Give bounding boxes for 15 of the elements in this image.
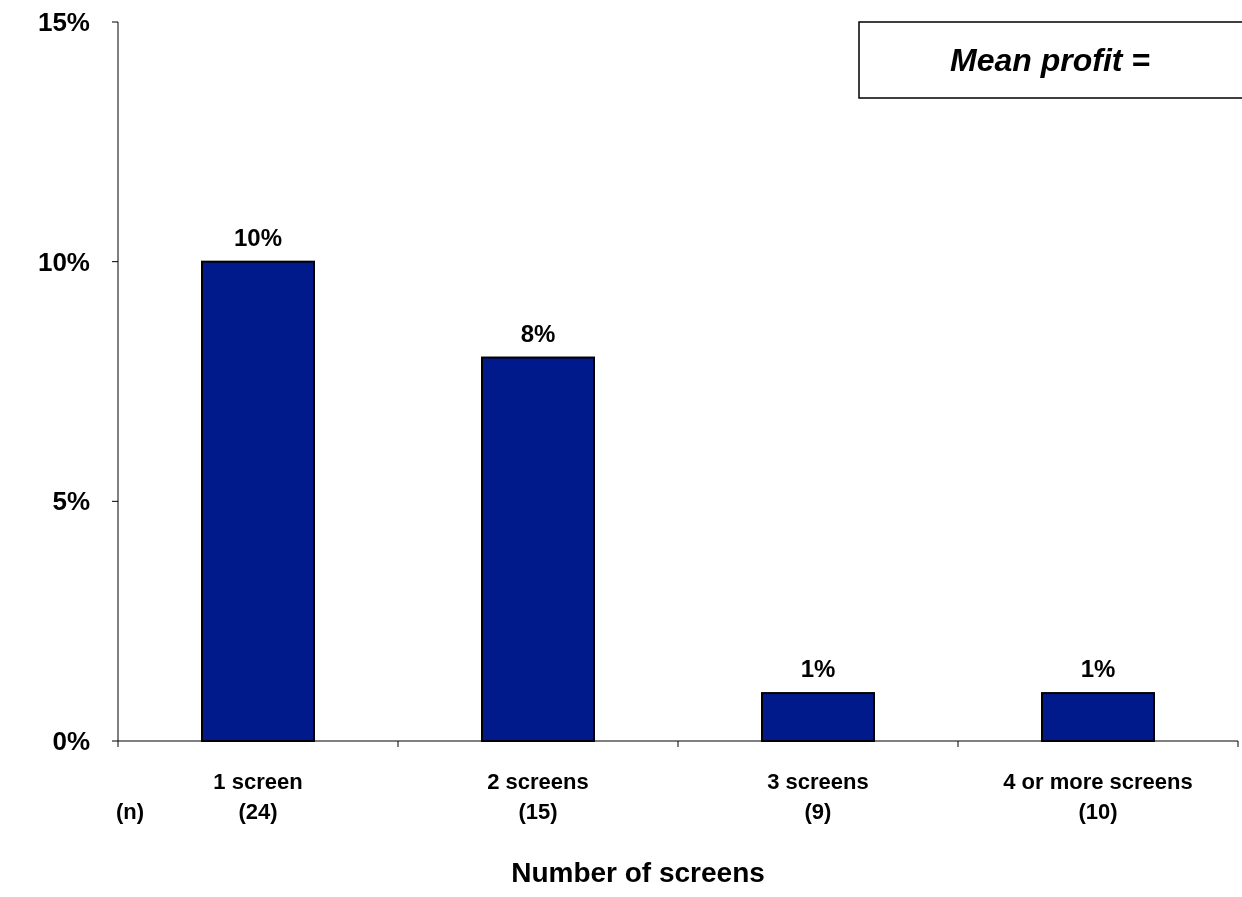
x-tick-label: 4 or more screens (10) xyxy=(1003,769,1193,824)
y-tick-label: 0% xyxy=(52,726,90,757)
data-label: 10% xyxy=(233,223,283,251)
x-tick-label: 2 screens (15) xyxy=(487,769,589,824)
x-tick-label: 3 screens (9) xyxy=(767,769,869,824)
data-label: 8% xyxy=(520,319,556,347)
y-tick-label: 10% xyxy=(37,246,90,277)
data-label: 1% xyxy=(800,655,836,683)
y-tick-label: 15% xyxy=(37,7,90,38)
annotation: Mean profit = xyxy=(949,42,1151,79)
text: (n) xyxy=(115,799,145,824)
data-label: 1% xyxy=(1080,655,1116,683)
x-tick-label: 1 screen (24) xyxy=(213,769,303,824)
y-tick-label: 5% xyxy=(52,486,90,517)
x-axis-title: Number of screens xyxy=(511,857,765,888)
